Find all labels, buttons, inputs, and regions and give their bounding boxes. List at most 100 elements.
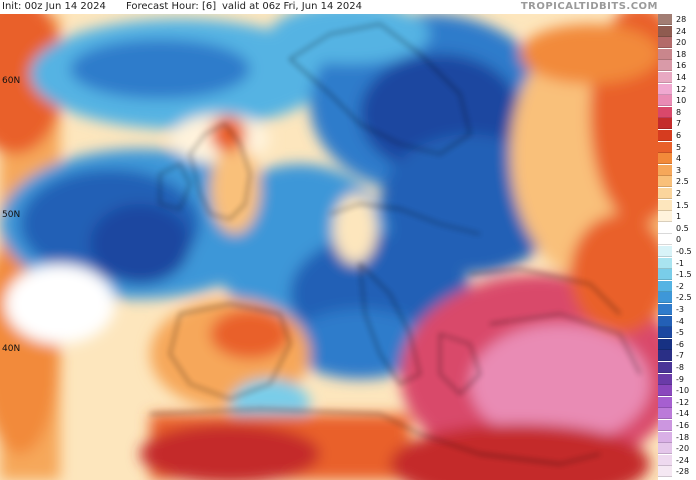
legend-label: -6 bbox=[676, 339, 684, 349]
legend-row: -12 bbox=[658, 396, 696, 408]
legend-label: -14 bbox=[676, 409, 690, 419]
legend-swatch bbox=[658, 466, 672, 478]
legend-swatch bbox=[658, 443, 672, 455]
legend-label: 12 bbox=[676, 84, 687, 94]
legend-row: -6 bbox=[658, 338, 696, 350]
legend-row: 1 bbox=[658, 211, 696, 223]
legend-label: -16 bbox=[676, 421, 690, 430]
legend-swatch bbox=[658, 315, 672, 327]
legend-swatch bbox=[658, 257, 672, 269]
legend-swatch bbox=[658, 327, 672, 339]
legend-label: 20 bbox=[676, 38, 687, 48]
legend-swatch bbox=[658, 396, 672, 408]
legend-row: -9 bbox=[658, 373, 696, 385]
legend-row: 18 bbox=[658, 48, 696, 60]
legend-swatch bbox=[658, 95, 672, 107]
legend-label: 14 bbox=[676, 73, 687, 82]
legend-label: 10 bbox=[676, 96, 687, 106]
legend-row: 5 bbox=[658, 141, 696, 153]
legend-row: -1 bbox=[658, 257, 696, 269]
legend-label: -24 bbox=[676, 455, 690, 465]
legend-swatch bbox=[658, 431, 672, 443]
legend-swatch bbox=[658, 48, 672, 60]
legend-label: 28 bbox=[676, 15, 687, 24]
coastlines bbox=[149, 23, 641, 465]
legend-row: -2 bbox=[658, 280, 696, 292]
latitude-label-60n: 60N bbox=[2, 76, 21, 86]
legend-swatch bbox=[658, 420, 672, 431]
legend-label: -7 bbox=[676, 351, 684, 361]
legend-row: -4 bbox=[658, 315, 696, 327]
legend-label: -2 bbox=[676, 281, 684, 291]
legend-swatch bbox=[658, 385, 672, 397]
legend-label: 18 bbox=[676, 49, 687, 59]
legend-swatch bbox=[658, 246, 672, 257]
legend-swatch bbox=[658, 60, 672, 72]
legend-label: 0 bbox=[676, 235, 682, 245]
legend-label: 1 bbox=[676, 212, 682, 222]
legend-swatch bbox=[658, 373, 672, 385]
legend-label: -4 bbox=[676, 316, 684, 326]
legend-label: 4 bbox=[676, 154, 682, 164]
legend-label: 3 bbox=[676, 165, 682, 175]
anomaly-blobs bbox=[0, 14, 658, 480]
legend-swatch bbox=[658, 454, 672, 466]
legend-label: -3 bbox=[676, 305, 684, 314]
legend-label: -5 bbox=[676, 328, 684, 338]
latitude-label-40n: 40N bbox=[2, 344, 21, 354]
legend-row: 12 bbox=[658, 83, 696, 95]
legend-swatch bbox=[658, 199, 672, 211]
legend-label: -18 bbox=[676, 432, 690, 442]
legend-row: -20 bbox=[658, 443, 696, 455]
legend-label: -20 bbox=[676, 444, 690, 454]
legend-swatch bbox=[658, 304, 672, 315]
legend-label: 1.5 bbox=[676, 200, 689, 210]
legend-row: 4 bbox=[658, 153, 696, 165]
legend-label: 6 bbox=[676, 131, 682, 140]
legend-row: -18 bbox=[658, 431, 696, 443]
legend-swatch bbox=[658, 280, 672, 292]
legend-row: -10 bbox=[658, 385, 696, 397]
legend-label: 24 bbox=[676, 26, 687, 36]
legend-label: 8 bbox=[676, 107, 682, 117]
legend-swatch bbox=[658, 130, 672, 141]
legend-row: 24 bbox=[658, 25, 696, 37]
legend-swatch bbox=[658, 350, 672, 362]
legend-swatch bbox=[658, 211, 672, 223]
legend-label: 0.5 bbox=[676, 223, 689, 233]
legend-row: -0.5 bbox=[658, 246, 696, 257]
legend-row: 7 bbox=[658, 118, 696, 130]
legend-row: -3 bbox=[658, 304, 696, 315]
anomaly-map: 60N 50N 40N bbox=[0, 14, 658, 480]
legend-swatch bbox=[658, 118, 672, 130]
legend-row: 8 bbox=[658, 106, 696, 118]
latitude-label-50n: 50N bbox=[2, 210, 21, 220]
init-time-label: Init: 00z Jun 14 2024 bbox=[2, 1, 106, 12]
legend-swatch bbox=[658, 408, 672, 420]
brand-watermark: TROPICALTIDBITS.COM bbox=[520, 1, 658, 12]
legend-label: 7 bbox=[676, 119, 682, 129]
legend-swatch bbox=[658, 72, 672, 83]
legend-row: 6 bbox=[658, 130, 696, 141]
legend-label: -8 bbox=[676, 363, 684, 372]
legend-swatch bbox=[658, 153, 672, 165]
valid-time-label: valid at 06z Fri, Jun 14 2024 bbox=[222, 1, 362, 12]
legend-label: 2.5 bbox=[676, 177, 689, 187]
forecast-hour-label: Forecast Hour: [6] bbox=[126, 1, 217, 12]
legend-row: 1.5 bbox=[658, 199, 696, 211]
color-scale-legend: 28 24 20 18 16 14 12 10 8 7 6 5 4 3 2.5 2 1.5 1 0.5 0 -0.5 -1… bbox=[658, 14, 696, 480]
legend-row: -14 bbox=[658, 408, 696, 420]
legend-swatch bbox=[658, 188, 672, 199]
legend-swatch bbox=[658, 25, 672, 37]
legend-row: 2 bbox=[658, 188, 696, 199]
legend-row: 2.5 bbox=[658, 176, 696, 188]
legend-label: -0.5 bbox=[676, 247, 692, 256]
legend-row: 28 bbox=[658, 14, 696, 25]
legend-label: -2.5 bbox=[676, 293, 692, 303]
legend-row: 0.5 bbox=[658, 222, 696, 234]
legend-row: -1.5 bbox=[658, 269, 696, 281]
legend-swatch bbox=[658, 14, 672, 25]
legend-label: -10 bbox=[676, 386, 690, 396]
legend-label: -12 bbox=[676, 397, 690, 407]
